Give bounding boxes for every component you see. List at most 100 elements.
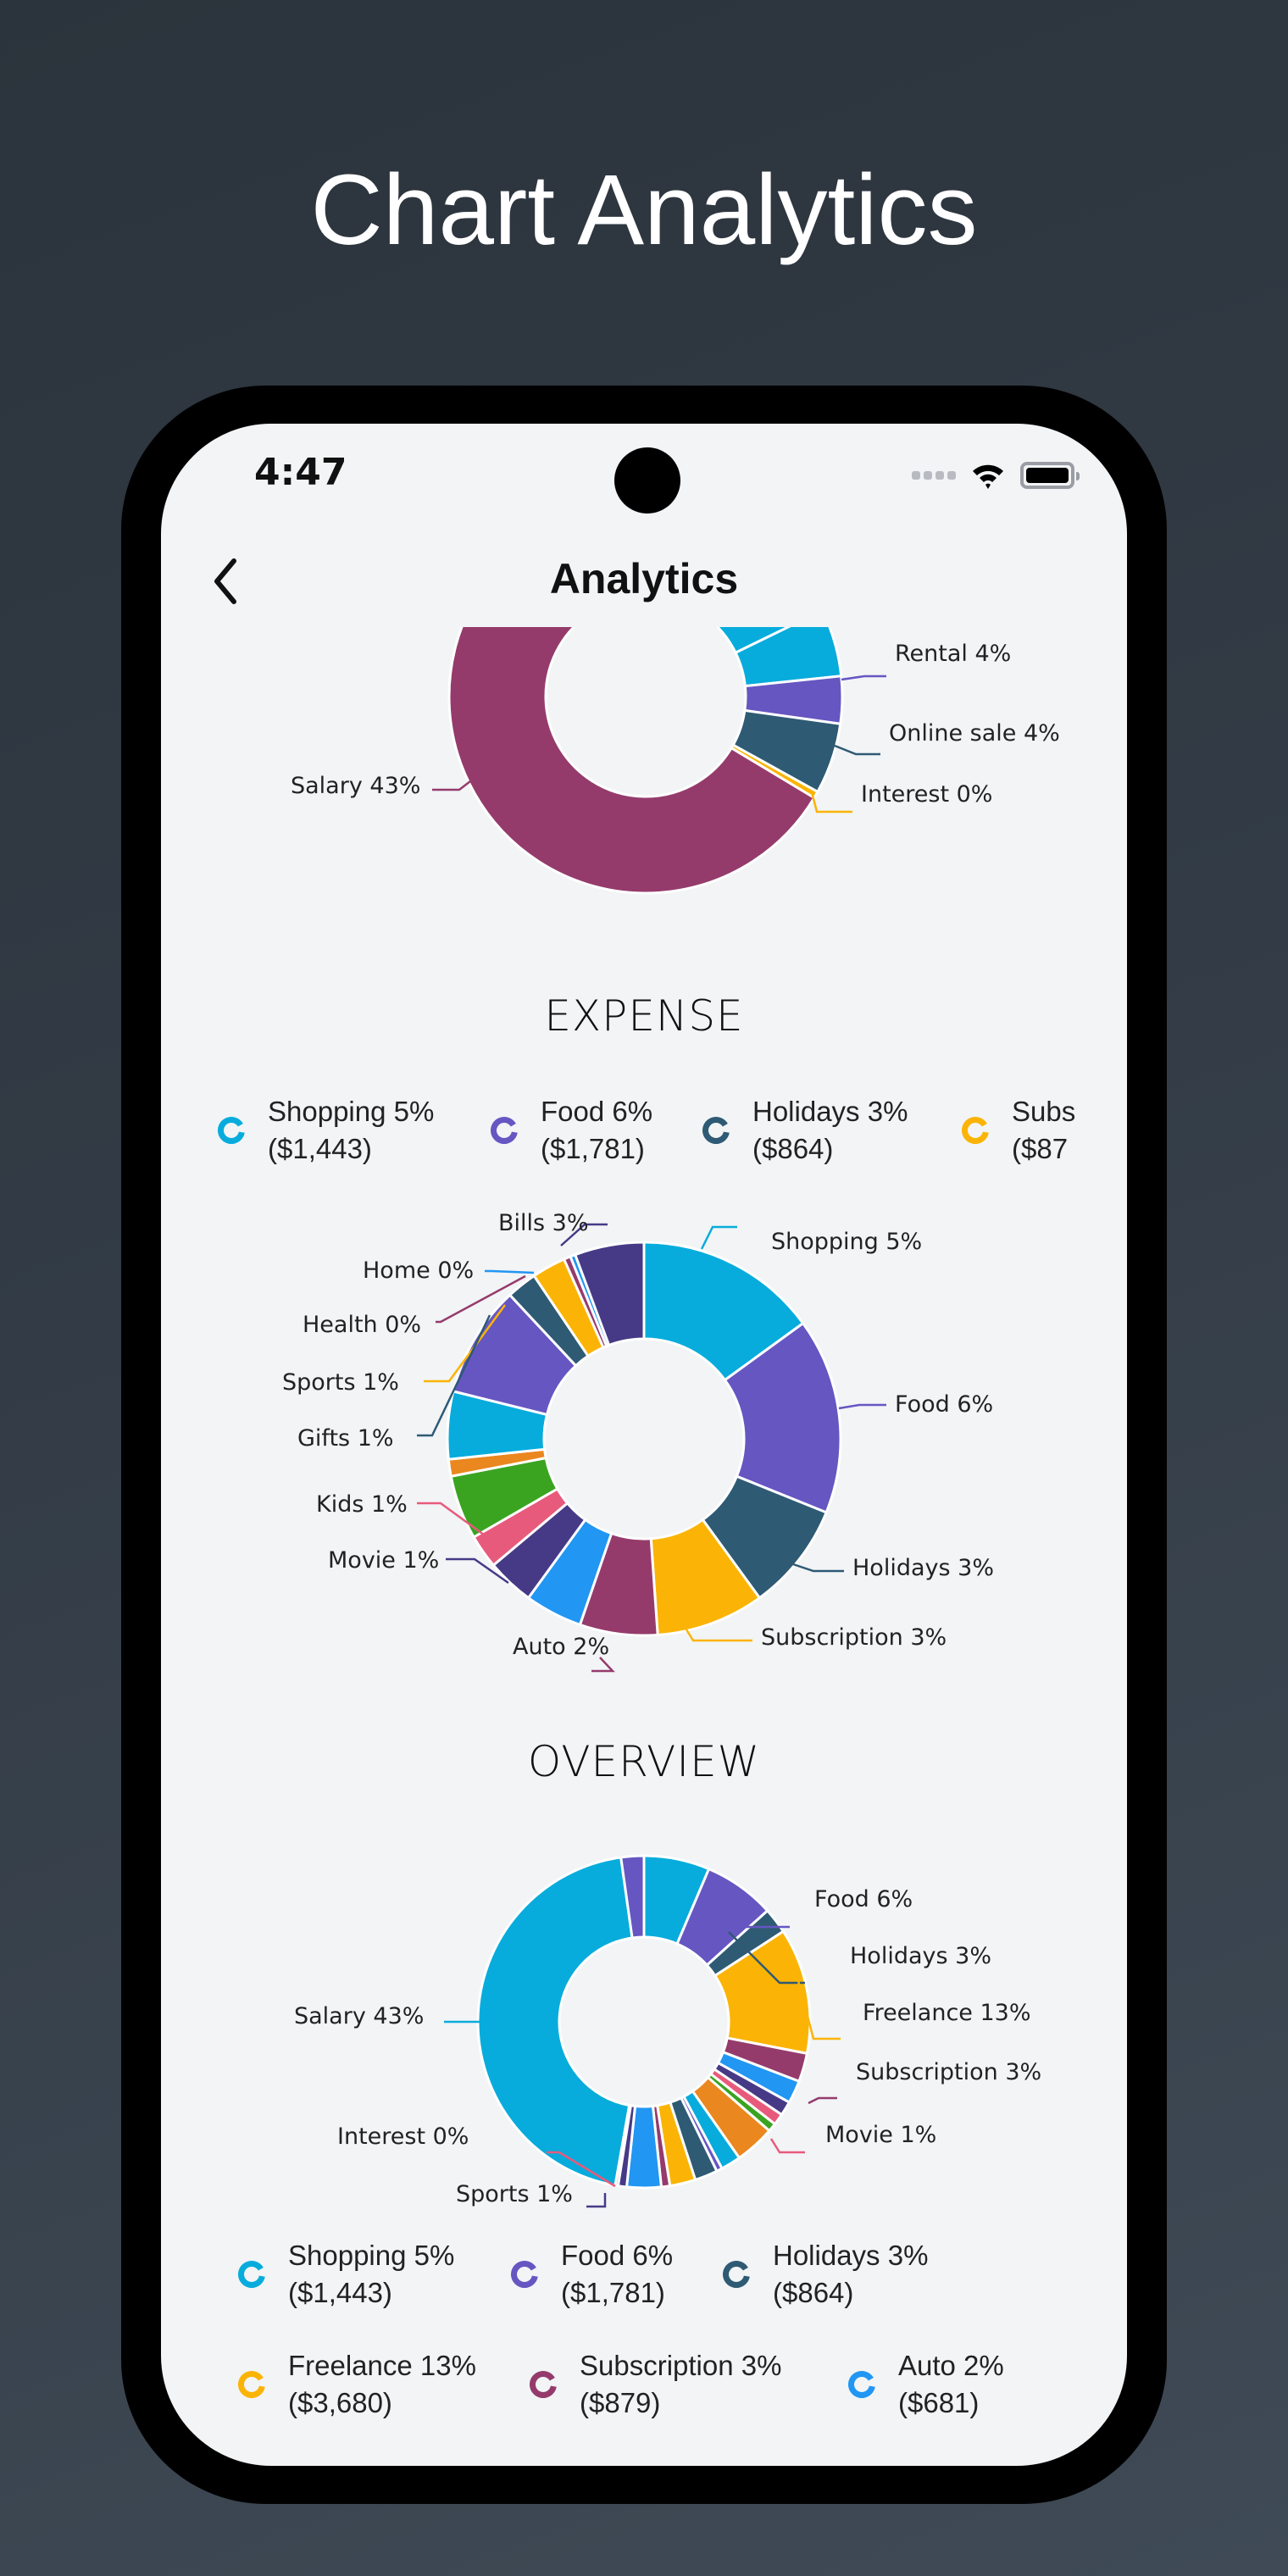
overview-label-sports: Sports 1% bbox=[456, 2181, 573, 2207]
donut-segment[interactable] bbox=[642, 1241, 805, 1382]
expense-label-auto: Auto 2% bbox=[513, 1634, 610, 1660]
overview-label-holidays: Holidays 3% bbox=[850, 1943, 991, 1969]
leader-line bbox=[841, 675, 886, 681]
legend-label: Holidays 3% bbox=[752, 1096, 908, 1127]
status-time: 4:47 bbox=[254, 451, 347, 494]
leader-line bbox=[485, 1269, 535, 1274]
legend-label: Shopping 5% bbox=[268, 1096, 435, 1127]
expense-legend-item[interactable]: Holidays 3% ($864) bbox=[702, 1093, 961, 1168]
leader-line bbox=[560, 1223, 608, 1246]
overview-label-food: Food 6% bbox=[814, 1886, 913, 1913]
legend-label: Freelance 13% bbox=[288, 2350, 476, 2381]
leader-line bbox=[417, 1314, 491, 1437]
donut-segment[interactable] bbox=[619, 1854, 646, 1940]
legend-label: Subs bbox=[1012, 1096, 1076, 1127]
leader-line bbox=[436, 1274, 526, 1324]
overview-legend-item[interactable]: Subscription 3% ($879) bbox=[529, 2347, 847, 2422]
legend-amount: ($1,781) bbox=[541, 1133, 645, 1164]
donut-segment[interactable] bbox=[476, 1856, 634, 2187]
expense-legend[interactable]: Shopping 5% ($1,443) Food 6% ($1,781) Holi… bbox=[217, 1093, 1080, 1168]
overview-legend-row-2[interactable]: Freelance 13% ($3,680) Subscription 3% ($8… bbox=[237, 2347, 1034, 2422]
legend-amount: ($864) bbox=[752, 1133, 834, 1164]
overview-label-interest: Interest 0% bbox=[337, 2124, 469, 2150]
leader-line bbox=[810, 791, 852, 813]
leader-line bbox=[586, 2193, 607, 2208]
donut-segment[interactable] bbox=[573, 1241, 646, 1347]
leader-line bbox=[417, 1502, 501, 1548]
donut-segment[interactable] bbox=[646, 627, 823, 655]
overview-legend-item[interactable]: Freelance 13% ($3,680) bbox=[237, 2347, 529, 2422]
donut-icon bbox=[530, 2371, 557, 2398]
expense-donut-chart bbox=[417, 1223, 886, 1673]
donut-icon bbox=[491, 1117, 518, 1144]
expense-label-shopping: Shopping 5% bbox=[771, 1229, 923, 1255]
leader-line bbox=[769, 2138, 805, 2154]
donut-icon bbox=[848, 2371, 875, 2398]
expense-legend-item[interactable]: Food 6% ($1,781) bbox=[490, 1093, 702, 1168]
chevron-left-icon bbox=[214, 558, 236, 604]
legend-amount: ($3,680) bbox=[288, 2387, 392, 2418]
leader-line bbox=[792, 1563, 844, 1573]
overview-legend-item[interactable]: Shopping 5% ($1,443) bbox=[237, 2237, 510, 2312]
leader-line bbox=[728, 1931, 805, 1985]
income-label-interest: Interest 0% bbox=[861, 781, 993, 808]
leader-line bbox=[700, 1225, 737, 1250]
legend-label: Holidays 3% bbox=[773, 2240, 929, 2271]
overview-label-salary: Salary 43% bbox=[294, 2003, 425, 2029]
overview-legend-row-1[interactable]: Shopping 5% ($1,443) Food 6% ($1,781) Holi… bbox=[237, 2237, 976, 2312]
expense-label-gifts: Gifts 1% bbox=[297, 1425, 394, 1452]
overview-title: OVERVIEW bbox=[527, 1737, 761, 1786]
donut-icon bbox=[511, 2261, 538, 2288]
legend-amount: ($1,443) bbox=[268, 1133, 372, 1164]
phone-screen: 4:47 Analytics Rental 4% Online sale 4% … bbox=[161, 424, 1127, 2466]
donut-icon bbox=[238, 2261, 265, 2288]
legend-label: Food 6% bbox=[561, 2240, 674, 2271]
legend-label: Auto 2% bbox=[898, 2350, 1004, 2381]
legend-amount: ($864) bbox=[773, 2277, 854, 2308]
expense-label-movie: Movie 1% bbox=[328, 1547, 440, 1574]
leader-line bbox=[702, 1905, 790, 1929]
back-button[interactable] bbox=[203, 551, 254, 610]
scroll-content[interactable]: Rental 4% Online sale 4% Interest 0% Sal… bbox=[161, 627, 1127, 2466]
income-label-salary: Salary 43% bbox=[291, 773, 421, 799]
leader-line bbox=[685, 1629, 752, 1642]
legend-amount: ($879) bbox=[580, 2387, 661, 2418]
nav-bar: Analytics bbox=[161, 542, 1127, 619]
expense-label-home: Home 0% bbox=[363, 1257, 475, 1284]
leader-line bbox=[547, 2151, 616, 2188]
leader-line bbox=[838, 1403, 886, 1410]
legend-amount: ($681) bbox=[898, 2387, 980, 2418]
donut-segment[interactable] bbox=[723, 1321, 842, 1514]
leader-line bbox=[446, 1557, 509, 1585]
signal-icon bbox=[912, 471, 956, 480]
status-icons bbox=[912, 461, 1080, 490]
expense-legend-item[interactable]: Subs ($87 bbox=[961, 1093, 1080, 1168]
donut-icon bbox=[218, 1117, 245, 1144]
wifi-icon bbox=[973, 464, 1003, 489]
expense-title: EXPENSE bbox=[544, 991, 744, 1041]
overview-legend-item[interactable]: Holidays 3% ($864) bbox=[722, 2237, 976, 2312]
donut-icon bbox=[702, 1117, 730, 1144]
promo-title: Chart Analytics bbox=[310, 154, 978, 266]
expense-legend-item[interactable]: Shopping 5% ($1,443) bbox=[217, 1093, 490, 1168]
income-label-rental: Rental 4% bbox=[895, 641, 1012, 667]
expense-label-food: Food 6% bbox=[895, 1391, 994, 1418]
overview-donut-chart bbox=[444, 1854, 841, 2208]
legend-amount: ($1,781) bbox=[561, 2277, 665, 2308]
donut-icon bbox=[962, 1117, 989, 1144]
income-label-online-sale: Online sale 4% bbox=[889, 720, 1060, 747]
donut-segment[interactable] bbox=[447, 627, 816, 895]
expense-label-sports: Sports 1% bbox=[282, 1369, 399, 1396]
expense-label-bills: Bills 3% bbox=[498, 1210, 589, 1236]
expense-label-kids: Kids 1% bbox=[316, 1491, 408, 1518]
expense-label-holidays: Holidays 3% bbox=[852, 1555, 994, 1581]
leader-line bbox=[834, 744, 880, 756]
overview-legend-item[interactable]: Auto 2% ($681) bbox=[847, 2347, 1034, 2422]
donut-icon bbox=[238, 2371, 265, 2398]
leader-line bbox=[591, 1657, 615, 1673]
overview-label-subscription: Subscription 3% bbox=[856, 2059, 1042, 2085]
overview-legend-item[interactable]: Food 6% ($1,781) bbox=[510, 2237, 722, 2312]
leader-line bbox=[808, 2096, 837, 2105]
page-title: Analytics bbox=[549, 555, 739, 602]
leader-line bbox=[795, 1974, 841, 2040]
